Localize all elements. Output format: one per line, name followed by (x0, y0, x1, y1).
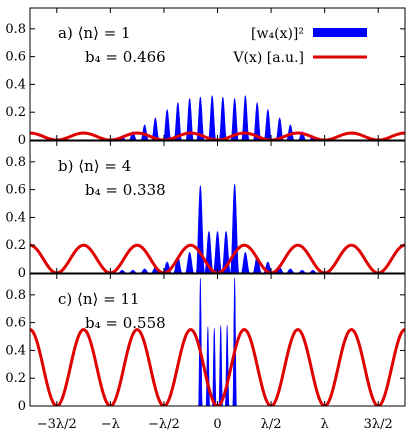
density-peak (212, 230, 223, 273)
potential-curve (30, 131, 405, 140)
y-tick-label: 0 (18, 266, 26, 281)
density-peak (212, 328, 217, 406)
y-tick-label: 0.4 (5, 343, 26, 358)
b4-label: b₄ = 0.338 (85, 181, 166, 199)
density-peak (208, 94, 217, 140)
x-tick-label: 0 (213, 417, 221, 432)
y-tick-label: 0 (18, 133, 26, 148)
density-peak (298, 131, 306, 140)
y-tick-label: 0.6 (5, 316, 26, 331)
density-peak (240, 251, 250, 273)
density-peak (151, 117, 160, 140)
legend-swatch-density (313, 28, 367, 37)
potential-curve (30, 328, 405, 406)
y-tick-label: 0.4 (5, 77, 26, 92)
x-tick-label: −λ/2 (148, 417, 180, 432)
panel-label: b) ⟨n⟩ = 4 (58, 157, 131, 175)
y-tick-label: 0.8 (5, 155, 26, 170)
y-tick-label: 0.8 (5, 22, 26, 37)
y-tick-label: 0.4 (5, 210, 26, 225)
panel-1: 0 0.2 0.4 0.6 0.8 b) ⟨n⟩ = 4 b₄ = 0.338 (5, 140, 406, 281)
panel-0: 0 0.2 0.4 0.6 0.8 a) ⟨n⟩ = 1 b₄ = 0.466 [w₄(x)]… (5, 7, 406, 148)
density-peak (263, 108, 272, 140)
legend-label: V(x) [a.u.] (232, 50, 304, 66)
density-peak (286, 268, 295, 273)
y-tick-label: 0.2 (5, 105, 26, 120)
x-tick-label: λ (321, 417, 329, 432)
potential-curve (30, 243, 405, 273)
x-tick-label: −3λ/2 (37, 417, 77, 432)
panel-label: a) ⟨n⟩ = 1 (58, 24, 131, 42)
panel-label: c) ⟨n⟩ = 11 (58, 290, 140, 308)
density-peak (129, 131, 137, 140)
density-peak (140, 268, 149, 273)
legend: [w₄(x)]² V(x) [a.u.] (232, 26, 367, 66)
y-tick-label: 0.2 (5, 371, 26, 386)
legend-label: [w₄(x)]² (251, 26, 304, 42)
y-tick-label: 0.8 (5, 288, 26, 303)
density-peak (253, 101, 262, 140)
y-tick-label: 0 (18, 399, 26, 414)
density-peak (163, 108, 172, 140)
panel-2: 0 0.2 0.4 0.6 0.8 c) ⟨n⟩ = 11 b₄ = 0.558 (5, 273, 406, 414)
plot-area-2 (30, 278, 405, 406)
density-peak (196, 96, 205, 140)
density-peak (198, 278, 203, 406)
y-tick-label: 0.6 (5, 50, 26, 65)
x-tick-label: λ/2 (261, 417, 282, 432)
x-tick-label: 3λ/2 (364, 417, 393, 432)
density-peak (218, 325, 223, 406)
density-peak (218, 96, 227, 140)
plot-area-1 (30, 184, 405, 273)
x-tick-label: −λ (101, 417, 120, 432)
y-tick-label: 0.2 (5, 238, 26, 253)
density-peak (185, 251, 195, 273)
b4-label: b₄ = 0.558 (85, 314, 166, 332)
y-tick-label: 0.6 (5, 183, 26, 198)
density-peak (232, 278, 237, 406)
plot-area-0 (30, 94, 405, 140)
b4-label: b₄ = 0.466 (85, 48, 166, 66)
